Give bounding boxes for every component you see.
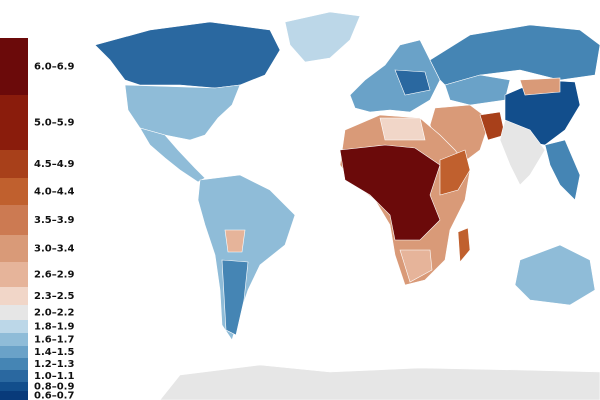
legend-swatch (0, 346, 28, 358)
legend-label: 2.3–2.5 (34, 291, 74, 302)
legend-swatch (0, 150, 28, 178)
legend-label: 1.8–1.9 (34, 322, 74, 333)
australia (514, 244, 596, 306)
india (499, 119, 546, 186)
legend-swatch (0, 178, 28, 205)
south-america (197, 174, 296, 341)
legend-swatch (0, 205, 28, 235)
horn-of-africa (439, 149, 471, 196)
bolivia (224, 229, 246, 253)
se-asia (544, 139, 581, 201)
legend-label: 0.6–0.7 (34, 391, 74, 400)
legend-swatch (0, 358, 28, 370)
central-africa (339, 144, 441, 241)
legend-swatch (0, 382, 28, 391)
greenland (284, 11, 361, 63)
legend-swatch (0, 333, 28, 346)
madagascar (457, 227, 471, 263)
legend-swatch (0, 38, 28, 95)
legend-label: 3.0–3.4 (34, 244, 74, 255)
legend-swatch (0, 287, 28, 305)
russia (429, 24, 600, 86)
countries (94, 11, 600, 400)
antarctica (159, 364, 600, 400)
legend-swatch (0, 370, 28, 382)
legend-label: 6.0–6.9 (34, 62, 74, 73)
legend-label: 1.0–1.1 (34, 371, 74, 382)
legend-swatch (0, 305, 28, 320)
north-africa (379, 117, 426, 141)
argentina (221, 259, 249, 336)
usa (124, 84, 241, 141)
legend-swatch (0, 235, 28, 262)
legend-label: 3.5–3.9 (34, 215, 74, 226)
legend-label: 2.6–2.9 (34, 270, 74, 281)
eastern-europe (394, 69, 431, 96)
legend-label: 1.2–1.3 (34, 359, 74, 370)
legend-label: 2.0–2.2 (34, 308, 74, 319)
canada (94, 21, 281, 89)
legend-label: 1.6–1.7 (34, 335, 74, 346)
legend-label: 5.0–5.9 (34, 118, 74, 129)
legend-swatch (0, 95, 28, 150)
legend-swatch (0, 320, 28, 333)
legend-swatch (0, 262, 28, 287)
legend-swatch (0, 391, 28, 400)
legend-label: 4.5–4.9 (34, 159, 74, 170)
legend-label: 4.0–4.4 (34, 187, 74, 198)
europe (349, 39, 441, 113)
legend-label: 1.4–1.5 (34, 347, 74, 358)
legend: 6.0–6.9 5.0–5.9 4.5–4.9 4.0–4.4 3.5–3.9 3.0–3… (0, 38, 74, 400)
south-africa (399, 249, 433, 283)
legend-label: 0.8–0.9 (34, 382, 74, 393)
mongolia (519, 77, 561, 96)
